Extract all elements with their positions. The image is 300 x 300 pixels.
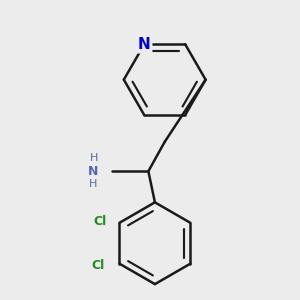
Text: N: N [88,165,98,178]
Text: H: H [88,179,97,189]
Text: N: N [138,37,151,52]
Text: Cl: Cl [93,215,106,228]
Text: Cl: Cl [92,259,105,272]
Text: H: H [90,152,99,163]
